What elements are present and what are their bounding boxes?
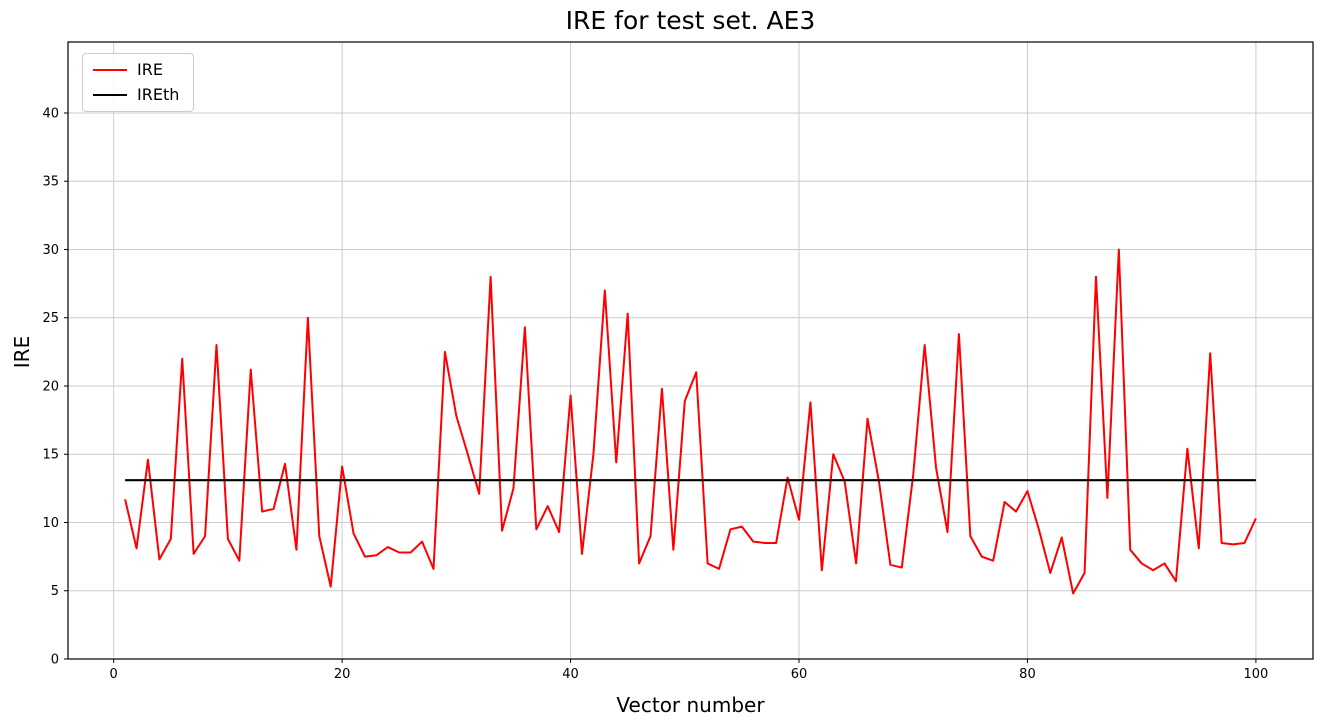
legend-label-ire: IRE <box>137 60 163 79</box>
y-tick-label: 30 <box>42 243 59 258</box>
y-tick-label: 40 <box>42 106 59 121</box>
ireth-line-swatch <box>93 94 127 96</box>
ire-line-swatch <box>93 69 127 71</box>
legend-entry-ire: IRE <box>93 62 179 78</box>
legend: IRE IREth <box>82 53 195 112</box>
y-axis-label: IRE <box>10 335 34 369</box>
x-axis-label: Vector number <box>616 693 765 717</box>
x-tick-label: 100 <box>1243 667 1268 682</box>
legend-label-ireth: IREth <box>137 85 180 104</box>
y-tick-label: 15 <box>42 448 59 463</box>
legend-entry-ireth: IREth <box>93 87 179 103</box>
y-tick-label: 5 <box>51 584 59 599</box>
x-tick-label: 20 <box>334 667 351 682</box>
y-tick-label: 35 <box>42 175 59 190</box>
x-tick-label: 60 <box>791 667 808 682</box>
y-tick-label: 20 <box>42 379 59 394</box>
ire-line <box>124 248 1257 595</box>
x-tick-label: 0 <box>110 667 118 682</box>
y-tick-label: 10 <box>42 516 59 531</box>
x-tick-label: 80 <box>1019 667 1036 682</box>
x-tick-label: 40 <box>562 667 579 682</box>
y-tick-label: 25 <box>42 311 59 326</box>
chart-title: IRE for test set. AE3 <box>565 6 816 35</box>
y-tick-label: 0 <box>51 653 59 668</box>
axes-frame <box>67 41 1314 660</box>
